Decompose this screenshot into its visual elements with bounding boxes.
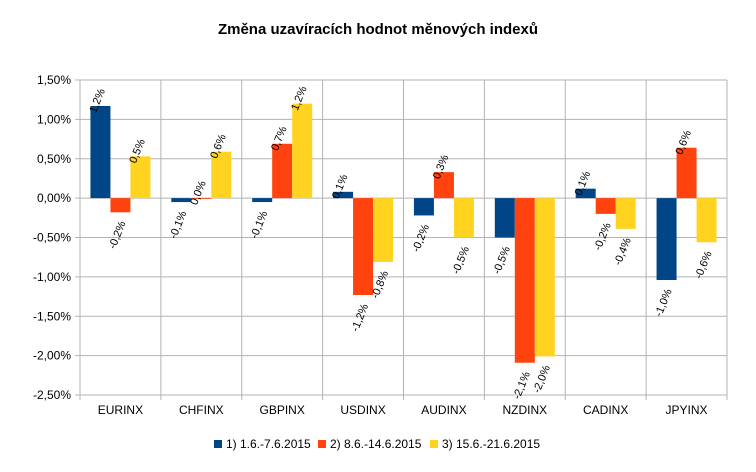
bar (534, 198, 555, 357)
data-label: -0,2% (592, 221, 614, 252)
bar (595, 198, 616, 214)
y-tick-label: -2,00% (33, 349, 71, 363)
y-tick-label: 1,50% (37, 73, 71, 87)
y-tick-label: 0,00% (37, 191, 71, 205)
chart-title: Změna uzavíracích hodnot měnových indexů (218, 21, 538, 38)
bar (696, 198, 717, 243)
bar (575, 188, 596, 199)
legend-label: 2) 8.6.-14.6.2015 (330, 437, 422, 451)
bar (353, 198, 374, 295)
x-category-label: GBPINX (260, 403, 305, 417)
x-category-label: USDINX (340, 403, 385, 417)
bar (514, 198, 535, 363)
bar (252, 198, 273, 203)
x-category-label: CHFINX (179, 403, 224, 417)
y-tick-label: 0,50% (37, 152, 71, 166)
x-category-label: JPYINX (666, 403, 708, 417)
bar (615, 198, 636, 229)
legend-label: 3) 15.6.-21.6.2015 (442, 437, 540, 451)
data-label: -2,0% (531, 364, 553, 395)
bar (494, 198, 515, 238)
data-label: -2,1% (511, 370, 533, 401)
bar (333, 191, 354, 199)
bar (171, 198, 192, 203)
data-label: -0,5% (450, 245, 472, 276)
data-label: -0,6% (693, 249, 715, 280)
bar (373, 198, 394, 262)
data-label: -0,4% (612, 236, 634, 267)
data-label: -0,5% (491, 245, 513, 276)
data-label: 0,0% (188, 179, 209, 207)
legend-swatch (430, 440, 438, 448)
legend-swatch (214, 440, 222, 448)
bar (191, 198, 212, 199)
bar (211, 151, 232, 199)
data-label: -0,1% (168, 209, 190, 240)
y-tick-label: -0,50% (33, 231, 71, 245)
x-category-label: NZDINX (502, 403, 547, 417)
bar (433, 172, 454, 199)
data-label: -0,1% (248, 209, 270, 240)
x-category-label: EURINX (98, 403, 143, 417)
data-label: -1,2% (349, 302, 371, 333)
bar (272, 143, 293, 199)
bar (413, 198, 434, 216)
legend-label: 1) 1.6.-7.6.2015 (226, 437, 311, 451)
y-tick-label: 1,00% (37, 112, 71, 126)
data-label: -0,2% (410, 223, 432, 254)
bar (292, 103, 313, 199)
bar (453, 198, 474, 238)
bar (656, 198, 677, 281)
data-label: -1,0% (653, 287, 675, 318)
y-tick-label: -1,00% (33, 270, 71, 284)
x-category-label: AUDINX (421, 403, 466, 417)
x-category-label: CADINX (583, 403, 628, 417)
bar (130, 156, 151, 199)
bar (90, 105, 111, 199)
bar (676, 147, 697, 199)
y-tick-label: -2,50% (33, 388, 71, 402)
bar (110, 198, 131, 213)
legend-swatch (318, 440, 326, 448)
data-label: -0,2% (107, 219, 129, 250)
y-tick-label: -1,50% (33, 309, 71, 323)
